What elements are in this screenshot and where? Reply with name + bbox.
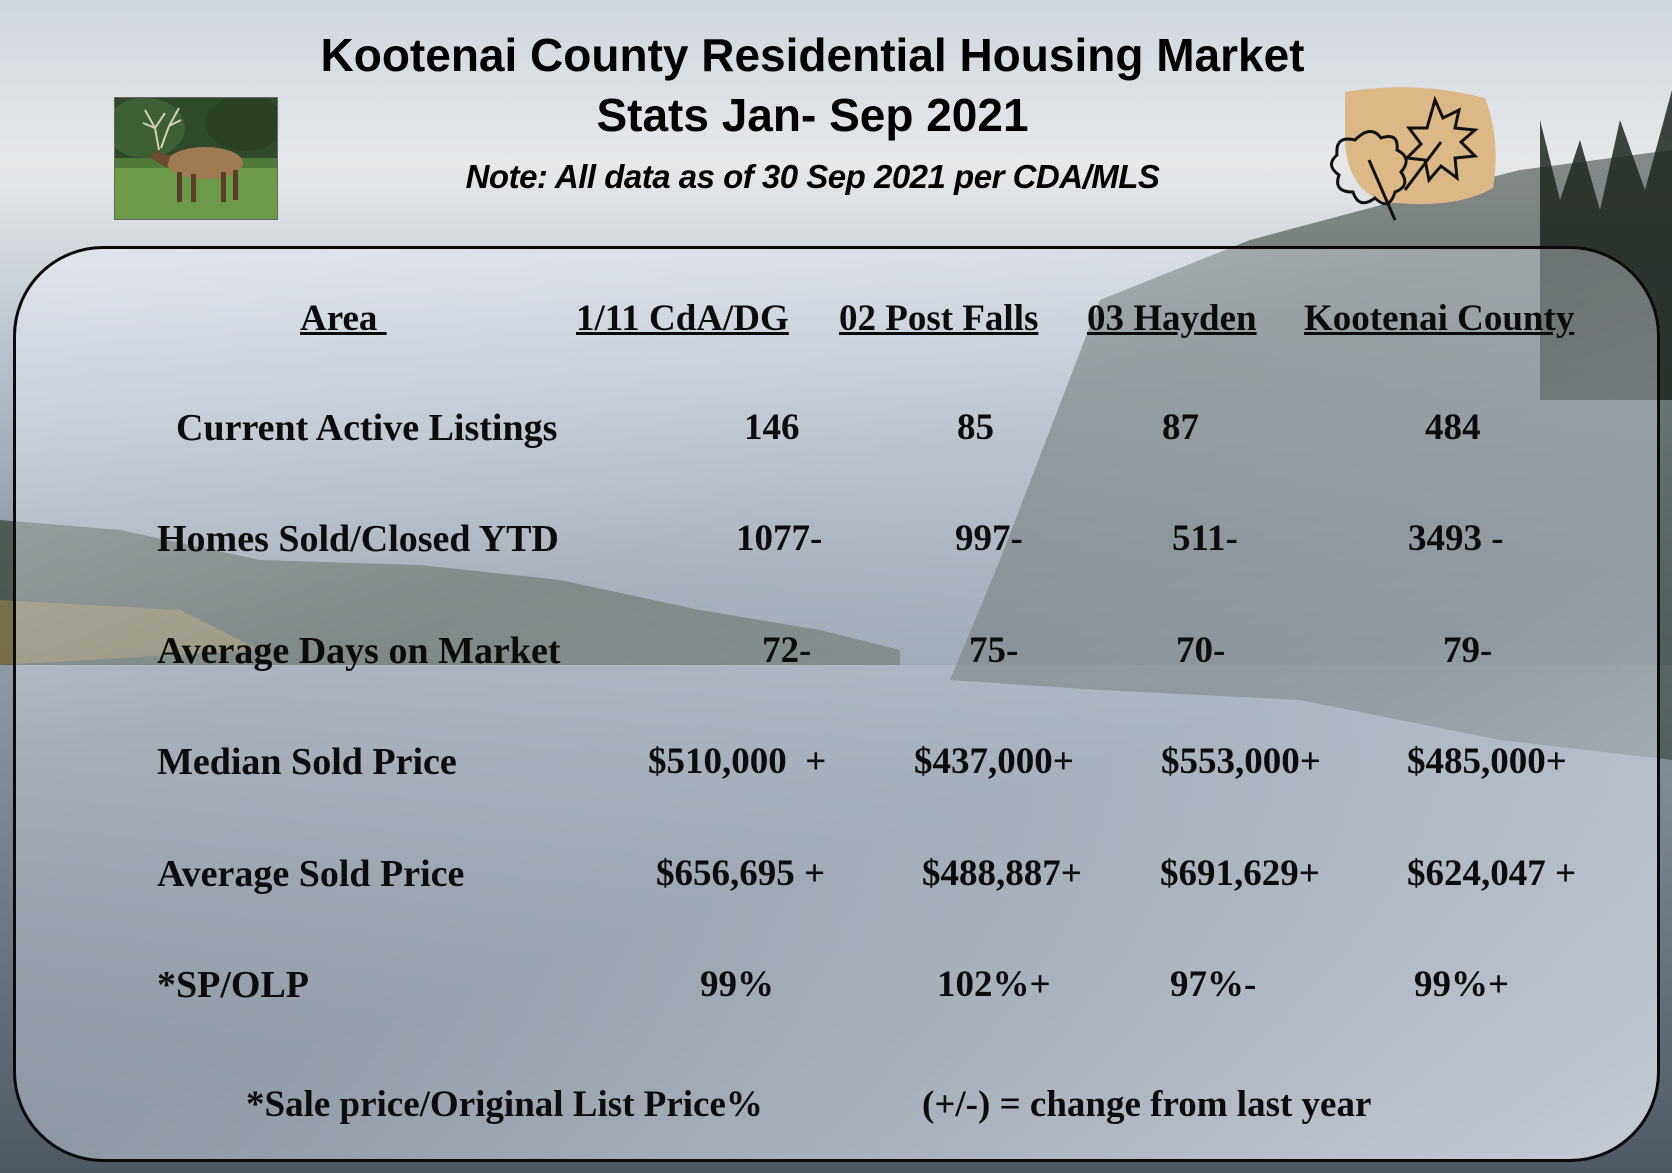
column-header-hayden: 03 Hayden [1087, 298, 1257, 339]
row-label-sp-olp: *SP/OLP [157, 964, 310, 1006]
table-cell: 484 [1425, 407, 1481, 448]
row-label-median-sold-price: Median Sold Price [157, 741, 457, 783]
table-cell: 99%+ [1414, 964, 1510, 1005]
elk-photo [114, 97, 278, 220]
table-cell: 70- [1176, 630, 1226, 671]
change-legend: (+/-) = change from last year [922, 1084, 1372, 1125]
table-cell: 102%+ [937, 964, 1051, 1005]
row-label-average-days-on-market: Average Days on Market [157, 630, 561, 672]
row-label-homes-sold: Homes Sold/Closed YTD [157, 518, 559, 560]
table-cell: 72- [762, 630, 812, 671]
table-cell: $656,695 + [656, 853, 826, 894]
column-header-post-falls: 02 Post Falls [839, 298, 1039, 339]
table-cell: 1077- [736, 518, 823, 559]
table-cell: $553,000+ [1161, 741, 1321, 782]
table-cell: $485,000+ [1407, 741, 1567, 782]
title-line-2: Stats Jan- Sep 2021 [596, 89, 1029, 141]
table-cell: $624,047 + [1407, 853, 1577, 894]
column-header-cda-dg: 1/11 CdA/DG [576, 298, 789, 339]
title-line-1: Kootenai County Residential Housing Mark… [320, 29, 1305, 81]
table-cell: 97%- [1170, 964, 1257, 1005]
row-label-average-sold-price: Average Sold Price [157, 853, 465, 895]
table-cell: 3493 - [1408, 518, 1504, 559]
table-cell: $488,887+ [922, 853, 1082, 894]
data-note: Note: All data as of 30 Sep 2021 per CDA… [465, 158, 1160, 195]
table-cell: 85 [957, 407, 994, 448]
leaves-icon [1330, 87, 1496, 221]
table-cell: 79- [1443, 630, 1493, 671]
footnote-sp-olp: *Sale price/Original List Price% [246, 1084, 763, 1125]
column-header-area: Area [300, 298, 387, 339]
column-header-kootenai-county: Kootenai County [1304, 298, 1575, 339]
table-cell: 146 [744, 407, 800, 448]
table-cell: $510,000 + [648, 741, 827, 782]
stats-panel [13, 246, 1660, 1162]
table-cell: 99% [700, 964, 774, 1005]
table-cell: 75- [969, 630, 1019, 671]
table-cell: 87 [1162, 407, 1199, 448]
table-cell: $437,000+ [914, 741, 1074, 782]
row-label-current-active-listings: Current Active Listings [176, 407, 558, 449]
table-cell: 511- [1172, 518, 1238, 559]
table-cell: $691,629+ [1160, 853, 1320, 894]
table-cell: 997- [955, 518, 1023, 559]
